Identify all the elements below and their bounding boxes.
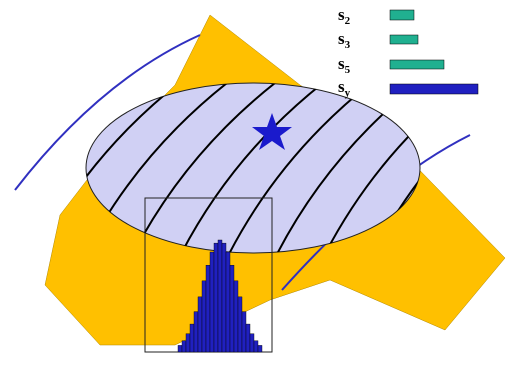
ellipse [86, 83, 420, 253]
histogram-bar [254, 341, 258, 352]
legend-bar [390, 60, 444, 69]
histogram-bar [186, 334, 190, 352]
label-sub: 5 [345, 64, 351, 76]
histogram-bar [230, 265, 234, 352]
diagram: s2s3 s5sy [0, 0, 509, 370]
histogram-bar [178, 345, 182, 352]
histogram-bar [198, 297, 202, 352]
histogram-bar [242, 312, 246, 352]
histogram-bar [214, 243, 218, 352]
label-sub: y [345, 87, 351, 99]
histogram-bar [222, 243, 226, 352]
histogram-bar [234, 281, 238, 352]
histogram-bar [210, 252, 214, 352]
histogram-bar [190, 324, 194, 352]
label-sub: 2 [345, 15, 351, 27]
histogram-bar [202, 281, 206, 352]
histogram-bar [182, 341, 186, 352]
label-sub: 3 [345, 39, 351, 51]
legend-label: s5 [338, 54, 351, 76]
legend-label: sy [338, 77, 351, 99]
histogram-bar [258, 345, 262, 352]
legend-label: s3 [338, 29, 351, 51]
legend-label: s2 [338, 5, 351, 27]
histogram-bar [206, 265, 210, 352]
histogram-bar [238, 297, 242, 352]
legend-bar [390, 35, 418, 44]
histogram-bar [250, 334, 254, 352]
legend-bar [390, 10, 414, 20]
histogram-bar [226, 252, 230, 352]
histogram-bar [246, 324, 250, 352]
histogram-bar [218, 240, 222, 352]
histogram-bar [194, 312, 198, 352]
legend-bar [390, 84, 478, 94]
